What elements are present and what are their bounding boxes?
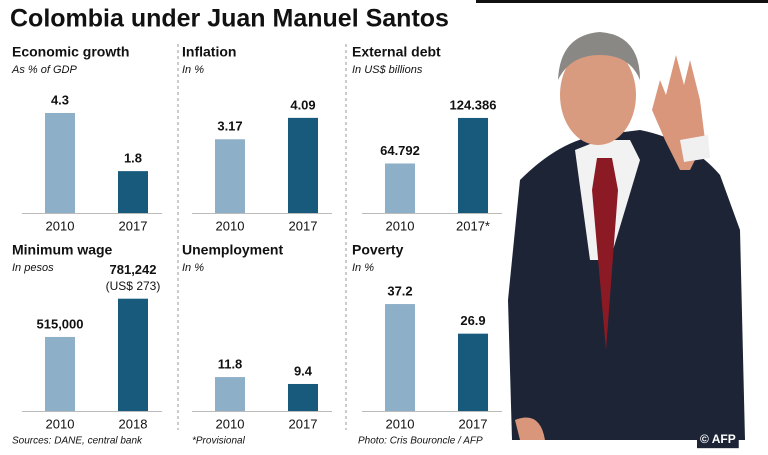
- panel-subtitle: In %: [182, 262, 204, 274]
- bar: [458, 117, 488, 213]
- value-label: 124.386: [450, 97, 497, 112]
- bar: [45, 112, 75, 213]
- panel-subtitle: As % of GDP: [11, 64, 77, 76]
- value-label: 26.9: [460, 313, 485, 328]
- panel-subtitle: In US$ billions: [352, 64, 423, 76]
- x-tick-label: 2018: [119, 416, 148, 431]
- value-label: 781,242: [110, 262, 157, 277]
- panel-title: Inflation: [182, 44, 236, 60]
- value-label: 9.4: [294, 363, 313, 378]
- x-tick-label: 2010: [216, 416, 245, 431]
- panel-title: Poverty: [352, 242, 404, 258]
- title: Colombia under Juan Manuel Santos: [10, 5, 449, 33]
- value-label: 64.792: [380, 143, 420, 158]
- x-tick-label: 2010: [386, 218, 415, 233]
- panel-title: Unemployment: [182, 242, 283, 258]
- value-label: 515,000: [37, 316, 84, 331]
- bar: [288, 383, 318, 411]
- x-tick-label: 2010: [386, 416, 415, 431]
- bar: [215, 377, 245, 411]
- x-tick-label: 2017: [289, 416, 318, 431]
- photo: [508, 32, 745, 440]
- annotation: (US$ 273): [106, 279, 161, 293]
- bar: [385, 304, 415, 411]
- photo-credit: Photo: Cris Bouroncle / AFP: [358, 436, 483, 447]
- title-rule: [476, 0, 768, 3]
- bar: [288, 117, 318, 213]
- bar: [385, 163, 415, 213]
- x-tick-label: 2017: [459, 416, 488, 431]
- afp-credit: © AFP: [700, 432, 736, 446]
- panel-subtitle: In pesos: [12, 262, 54, 274]
- panel-subtitle: In %: [352, 262, 374, 274]
- x-tick-label: 2010: [216, 218, 245, 233]
- value-label: 11.8: [218, 357, 243, 372]
- value-label: 3.17: [217, 119, 242, 134]
- panel-title: Minimum wage: [12, 242, 113, 258]
- value-label: 1.8: [124, 151, 142, 166]
- x-tick-label: 2010: [46, 416, 75, 431]
- bar: [215, 139, 245, 213]
- bar: [118, 298, 148, 411]
- note: *Provisional: [192, 436, 246, 447]
- value-label: 4.3: [51, 92, 69, 107]
- value-label: 37.2: [387, 283, 412, 298]
- x-tick-label: 2010: [46, 218, 75, 233]
- panel-title: External debt: [352, 44, 441, 60]
- panel-subtitle: In %: [182, 64, 204, 76]
- x-tick-label: 2017: [119, 218, 148, 233]
- bar: [458, 333, 488, 411]
- panel-title: Economic growth: [12, 44, 129, 60]
- credit-background: [697, 430, 739, 449]
- value-label: 4.09: [290, 97, 315, 112]
- x-tick-label: 2017: [289, 218, 318, 233]
- x-tick-label: 2017*: [456, 218, 490, 233]
- bar: [45, 336, 75, 411]
- sources: Sources: DANE, central bank: [12, 436, 143, 447]
- bar: [118, 171, 148, 213]
